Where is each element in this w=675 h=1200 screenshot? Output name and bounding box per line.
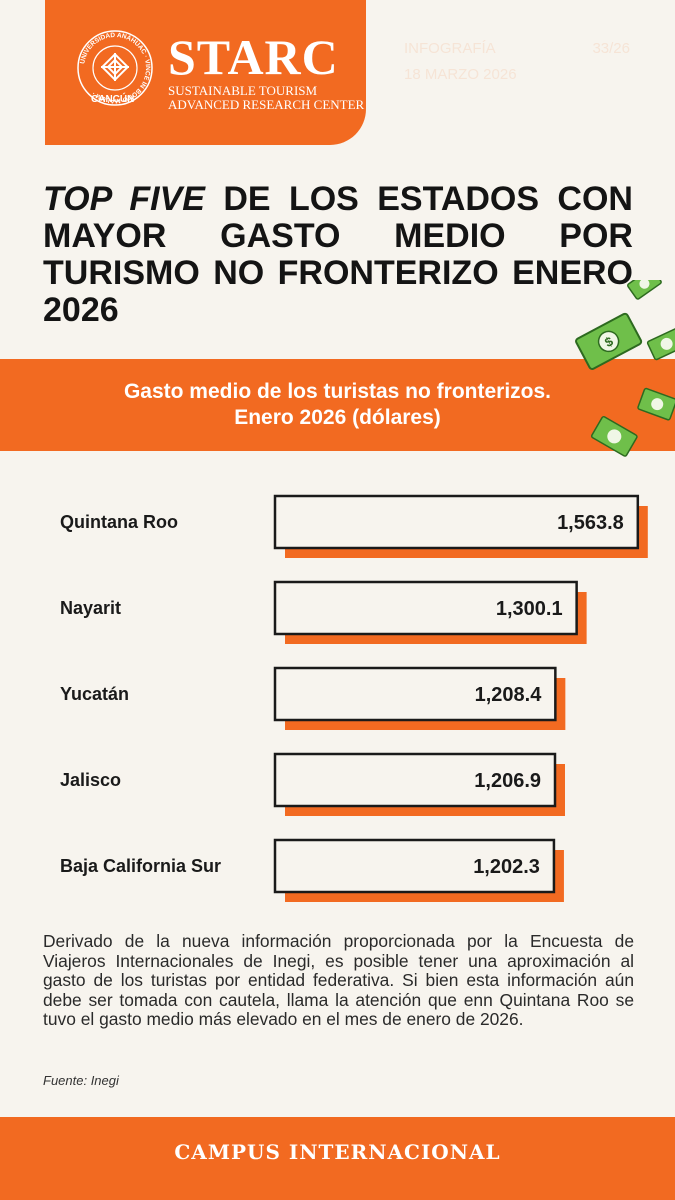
source-note: Fuente: Inegi	[43, 1073, 119, 1088]
publication-date: 18 MARZO 2026	[404, 66, 517, 83]
bar-group: Jalisco 1,206.9	[60, 752, 566, 816]
infographic-number: 33/26	[592, 40, 630, 57]
category-label: Baja California Sur	[60, 856, 221, 876]
chart-title-banner: Gasto medio de los turistas no fronteriz…	[0, 359, 675, 451]
title-emphasis: TOP FIVE	[43, 180, 205, 218]
university-seal-logo: UNIVERSIDAD ANÁHUAC · VINCE IN BONO MALU…	[75, 28, 155, 108]
bar-group: Baja California Sur 1,202.3	[60, 838, 564, 902]
bar-chart: Quintana Roo 1,563.8 Nayarit 1,300.1 Yucatán…	[0, 480, 675, 910]
category-label: Quintana Roo	[60, 512, 178, 532]
campus-label: CANCÚN	[91, 94, 135, 105]
bar	[273, 580, 578, 636]
bar-group: Quintana Roo 1,563.8	[60, 494, 648, 558]
brand-subtitle-line-2: ADVANCED RESEARCH CENTER	[168, 97, 365, 112]
category-label: Yucatán	[60, 684, 129, 704]
brand-title: STARC	[168, 29, 339, 85]
bar-group: Yucatán 1,208.4	[60, 666, 566, 730]
bar	[273, 838, 556, 894]
footer-label: CAMPUS INTERNACIONAL	[174, 1140, 501, 1164]
brand-subtitle: SUSTAINABLE TOURISM ADVANCED RESEARCH CE…	[168, 84, 364, 112]
header-banner: UNIVERSIDAD ANÁHUAC · VINCE IN BONO MALU…	[45, 0, 366, 145]
category-label: Nayarit	[60, 598, 121, 618]
chart-title: Gasto medio de los turistas no fronteriz…	[60, 379, 615, 431]
category-label: Jalisco	[60, 770, 121, 790]
value-label: 1,563.8	[557, 512, 624, 534]
infographic-meta: INFOGRAFÍA 33/26 18 MARZO 2026	[404, 36, 630, 88]
infographic-label: INFOGRAFÍA	[404, 40, 496, 57]
bar-group: Nayarit 1,300.1	[60, 580, 587, 644]
title-rest: DE LOS ESTADOS CON MAYOR GASTO MEDIO POR…	[43, 180, 633, 329]
bar	[273, 666, 557, 722]
footer-bar: CAMPUS INTERNACIONAL	[0, 1117, 675, 1200]
chart-title-line-2: Enero 2026 (dólares)	[234, 406, 441, 429]
value-label: 1,208.4	[475, 684, 543, 706]
description-paragraph: Derivado de la nueva información proporc…	[43, 931, 634, 1030]
value-label: 1,202.3	[473, 856, 540, 878]
money-bills-icon: $	[565, 267, 675, 460]
page-title: TOP FIVE DE LOS ESTADOS CON MAYOR GASTO …	[43, 181, 633, 329]
bar	[273, 752, 557, 808]
bar	[273, 494, 640, 550]
brand-subtitle-line-1: SUSTAINABLE TOURISM	[168, 83, 318, 98]
chart-title-line-1: Gasto medio de los turistas no fronteriz…	[123, 380, 552, 403]
value-label: 1,300.1	[496, 598, 563, 620]
value-label: 1,206.9	[474, 770, 541, 792]
